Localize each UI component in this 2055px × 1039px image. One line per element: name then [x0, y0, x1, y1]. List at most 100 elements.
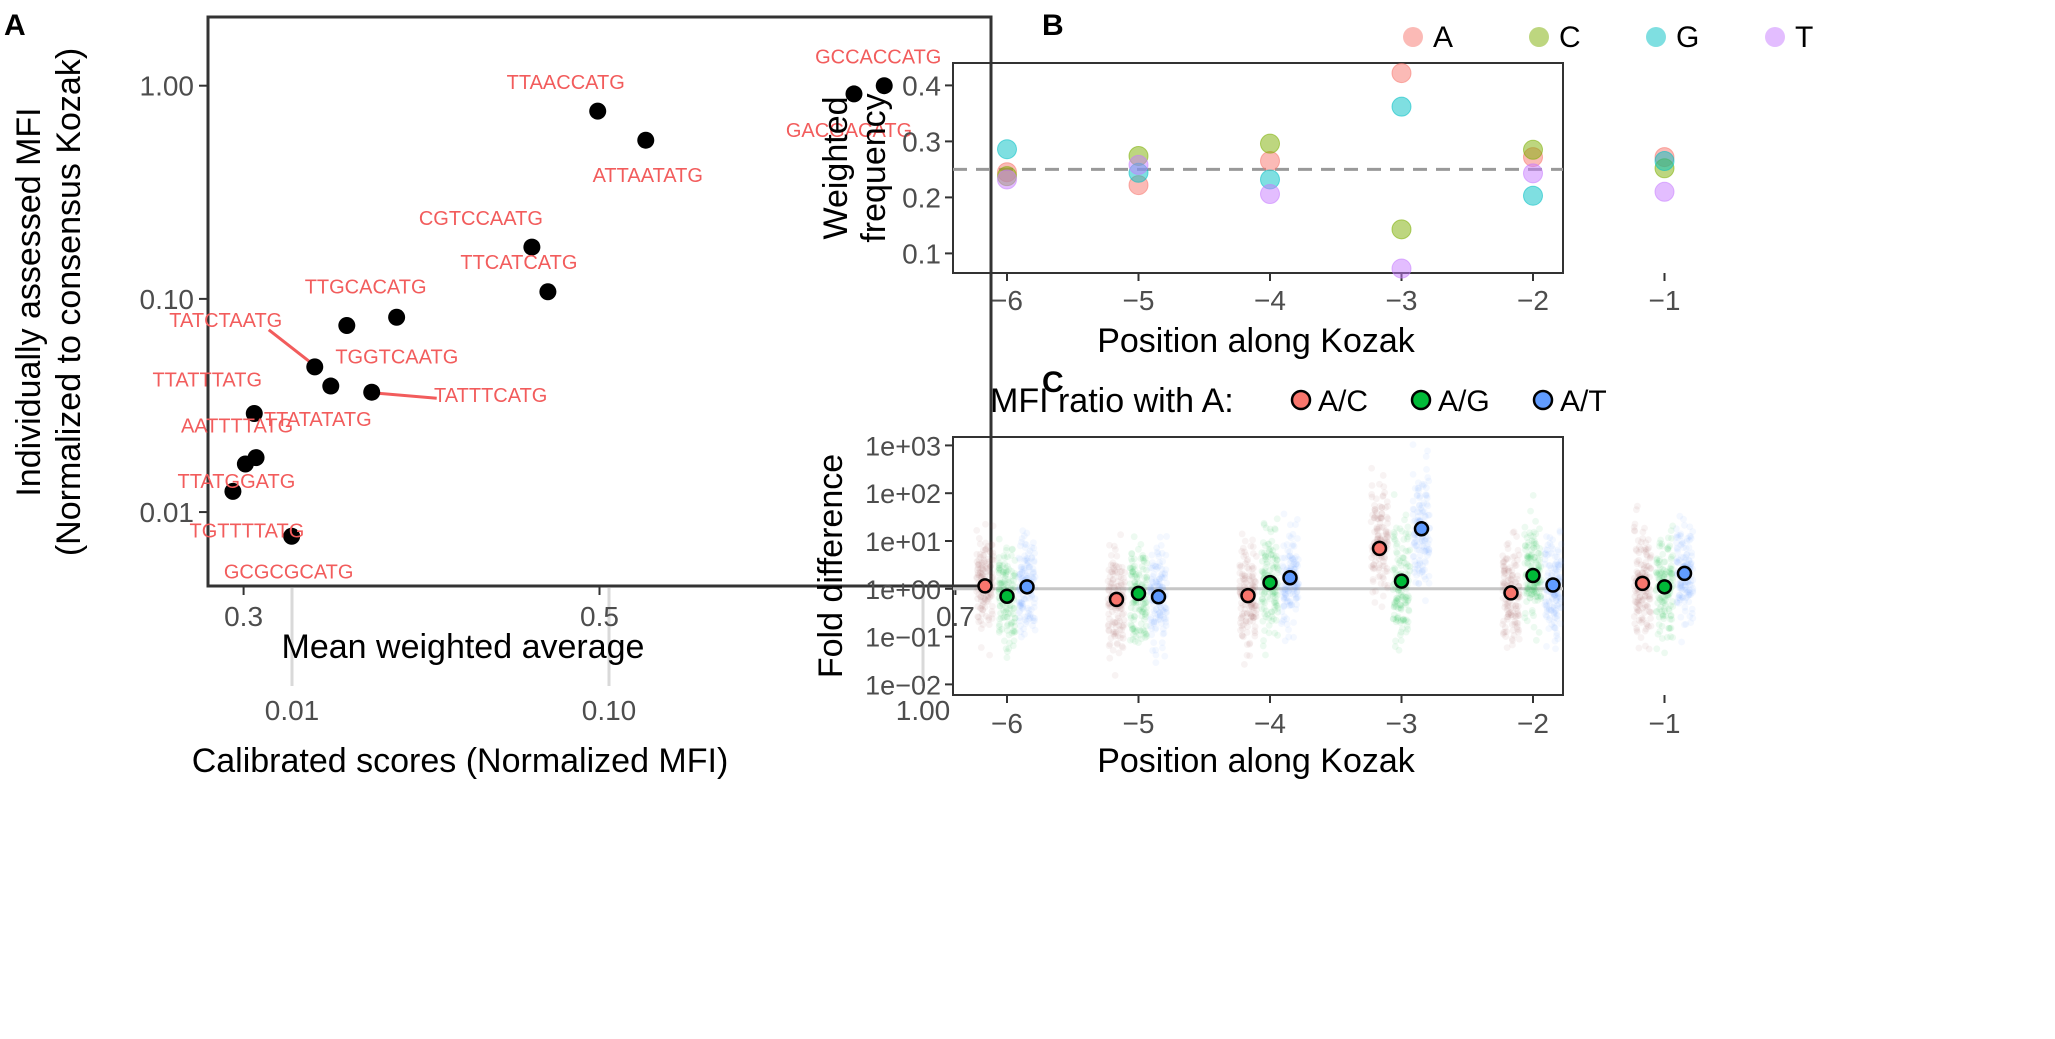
jitter-point [1401, 596, 1409, 604]
jitter-point [1633, 626, 1641, 634]
panel-a-secondary-x-axis-label: Calibrated scores (Normalized MFI) [192, 742, 729, 780]
jitter-point [1688, 549, 1696, 557]
jitter-point [1375, 564, 1383, 572]
jitter-point [1238, 622, 1246, 630]
jitter-point [1646, 564, 1654, 572]
point-label: CGTCCAATG [419, 208, 543, 230]
jitter-point [1008, 619, 1016, 626]
secondary-axis-guides [290, 588, 925, 686]
jitter-point [1011, 614, 1019, 622]
jitter-point [1647, 609, 1655, 616]
jitter-point [1249, 570, 1257, 578]
jitter-point [987, 591, 995, 598]
jitter-point [974, 569, 982, 577]
point-label: TTATTTATG [152, 369, 262, 391]
jitter-point [1113, 639, 1121, 647]
jitter-point [1645, 593, 1653, 601]
jitter-point [1259, 642, 1267, 650]
jitter-point [974, 595, 982, 603]
jitter-point [1261, 569, 1269, 577]
jitter-point [1416, 552, 1424, 559]
jitter-point [983, 592, 990, 599]
jitter-point [1646, 586, 1654, 594]
legend-label-g: G [1676, 21, 1699, 54]
jitter-point [1535, 628, 1543, 636]
y-tick-label: 1e−01 [865, 623, 941, 653]
jitter-point [1113, 618, 1121, 626]
jitter-point [1506, 564, 1513, 572]
jitter-point [1378, 603, 1386, 611]
jitter-point [1133, 573, 1141, 581]
jitter-point [1634, 569, 1642, 577]
jitter-point [987, 549, 994, 557]
jitter-point [1684, 588, 1692, 596]
jitter-point [997, 609, 1004, 617]
jitter-point [1378, 532, 1386, 540]
jitter-point [1133, 575, 1141, 583]
jitter-point [1686, 613, 1694, 620]
y-tick-label: 0.4 [902, 70, 941, 101]
jitter-point [982, 520, 989, 528]
jitter-point [1236, 585, 1244, 593]
jitter-point [1504, 613, 1512, 621]
jitter-point [1247, 613, 1255, 621]
jitter-point [1633, 604, 1641, 611]
jitter-point [1143, 632, 1151, 640]
jitter-point [1633, 547, 1640, 555]
point-label: TATTTCATG [434, 385, 547, 407]
jitter-point [1638, 616, 1646, 624]
jitter-point [1675, 599, 1683, 607]
jitter-point [1001, 580, 1008, 588]
jitter-point [979, 551, 987, 559]
jitter-point [1107, 579, 1115, 587]
data-point [875, 77, 893, 95]
jitter-point [1243, 618, 1250, 626]
x-tick-label: 0.5 [580, 601, 619, 632]
jitter-point [1382, 504, 1389, 511]
jitter-point [1379, 493, 1387, 500]
jitter-point [1638, 538, 1645, 546]
jitter-point [1009, 581, 1016, 588]
jitter-point [1265, 621, 1273, 629]
jitter-point [1402, 530, 1410, 537]
jitter-point [1641, 603, 1649, 611]
jitter-point [1121, 578, 1129, 586]
jitter-point [1383, 537, 1391, 545]
jitter-point [1113, 563, 1120, 570]
jitter-point [1243, 558, 1251, 565]
jitter-point [1251, 632, 1259, 640]
jitter-point [1529, 491, 1537, 499]
jitter-point [1641, 545, 1649, 552]
jitter-point [1499, 582, 1507, 590]
jitter-point [1141, 615, 1148, 623]
jitter-point [990, 556, 997, 564]
jitter-point [1011, 614, 1019, 622]
jitter-point [1681, 621, 1688, 629]
jitter-point [1654, 599, 1662, 607]
jitter-point [1160, 629, 1168, 637]
jitter-point [1117, 531, 1125, 539]
jitter-point [1241, 574, 1249, 582]
jitter-point [1647, 614, 1654, 622]
jitter-point [1397, 602, 1405, 610]
jitter-point [1250, 614, 1258, 621]
jitter-point [1368, 493, 1376, 501]
jitter-point [1633, 502, 1641, 510]
jitter-point [1271, 588, 1279, 596]
jitter-point [1636, 593, 1644, 601]
jitter-point [1136, 631, 1143, 639]
jitter-point [1142, 599, 1149, 607]
jitter-point [1151, 625, 1159, 633]
jitter-point [1634, 537, 1642, 544]
jitter-point [1292, 594, 1300, 602]
panel-b: A C G T 0.1 0.2 0.3 0.4 −6 −5 −4 −3 −2 −1 Position … [817, 21, 1813, 360]
jitter-point [1642, 539, 1650, 547]
jitter-point [1638, 596, 1646, 604]
label-leader-lines [267, 328, 437, 400]
jitter-point [1404, 533, 1412, 541]
jitter-point [1240, 580, 1248, 588]
jitter-point [989, 574, 997, 581]
jitter-point [1528, 606, 1536, 614]
jitter-point [1137, 540, 1145, 548]
jitter-point [1371, 514, 1378, 522]
